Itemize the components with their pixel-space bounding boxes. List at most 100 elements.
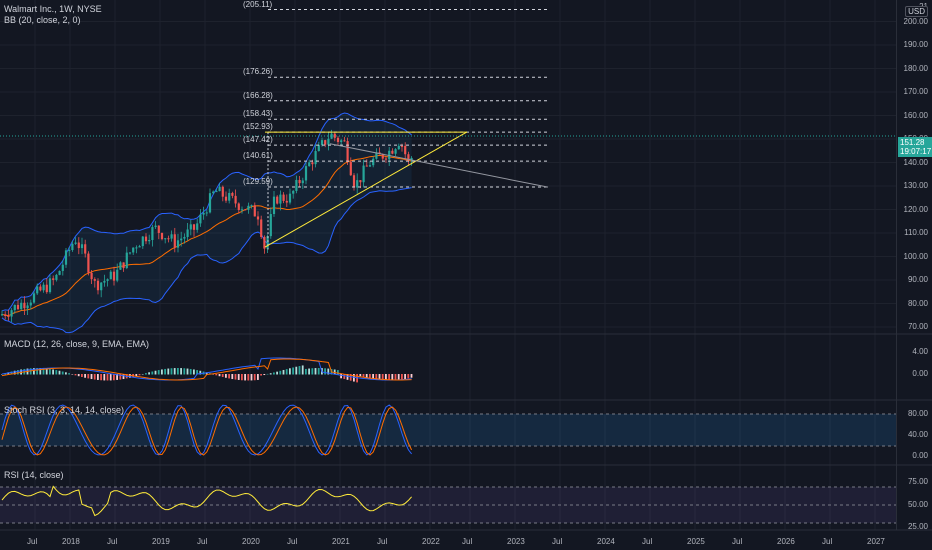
time-axis-label: 2022 <box>422 537 440 546</box>
macd-signal-line <box>1 358 412 381</box>
macd-histogram-bar <box>36 368 38 375</box>
macd-histogram-bar <box>385 374 387 381</box>
candle-body <box>0 314 4 316</box>
current-price-value: 151.28 <box>900 138 925 147</box>
candle-body <box>32 293 36 303</box>
candle-body <box>183 236 186 239</box>
rsi-line <box>1 485 412 517</box>
macd-histogram-bar <box>253 374 256 381</box>
candle-body <box>308 162 311 167</box>
candle-body <box>48 278 52 293</box>
candle-body <box>256 216 260 220</box>
candle-body <box>384 158 388 160</box>
candle-body <box>208 193 212 213</box>
macd-histogram-bar <box>285 369 288 375</box>
candle-body <box>333 133 336 138</box>
price-tick-label: 160.00 <box>903 110 928 120</box>
macd-histogram-bar <box>129 374 131 378</box>
time-axis-label: Jul <box>822 537 833 546</box>
candle-body <box>234 195 237 204</box>
bar-countdown: 19:07:17 <box>900 147 932 156</box>
macd-histogram-bar <box>49 368 51 375</box>
time-axis-label: Jul <box>642 537 653 546</box>
time-axis-label: Jul <box>27 537 38 546</box>
candle-body <box>340 140 343 143</box>
candle-body <box>109 271 112 280</box>
support-trendline <box>264 131 468 248</box>
candle-body <box>295 179 298 191</box>
candle-body <box>215 191 218 193</box>
candle-body <box>148 240 151 242</box>
candle-body <box>103 280 106 283</box>
macd-histogram-bar <box>90 374 93 380</box>
time-axis-label: Jul <box>552 537 563 546</box>
candle-body <box>55 274 58 280</box>
time-axis-label: Jul <box>732 537 743 546</box>
macd-histogram-bar <box>378 374 381 380</box>
fib-level-label: (152.93) <box>243 122 273 132</box>
price-tick-label: 100.00 <box>903 251 928 261</box>
macd-histogram-bar <box>100 374 102 381</box>
candle-body <box>372 158 375 166</box>
candle-body <box>250 205 253 207</box>
candle-body <box>39 286 42 291</box>
candle-body <box>324 140 327 145</box>
time-axis-label: 2020 <box>242 537 260 546</box>
macd-histogram-bar <box>71 374 74 375</box>
candle-body <box>144 236 148 242</box>
currency-badge[interactable]: USD <box>905 6 928 17</box>
macd-histogram-bar <box>161 369 163 375</box>
candle-body <box>196 223 199 230</box>
candle-body <box>298 179 301 184</box>
bb-fill <box>2 113 412 333</box>
macd-histogram-bar <box>186 368 189 375</box>
candle-body <box>288 193 292 203</box>
macd-indicator-label[interactable]: MACD (12, 26, close, 9, EMA, EMA) <box>4 339 150 349</box>
candle-body <box>141 236 144 247</box>
bb-indicator-label[interactable]: BB (20, close, 2, 0) <box>4 15 81 25</box>
candle-body <box>61 264 64 271</box>
candle-body <box>394 149 397 154</box>
macd-histogram-bar <box>327 368 330 375</box>
candle-body <box>74 242 77 244</box>
macd-histogram-bar <box>276 371 278 375</box>
candle-body <box>368 165 372 167</box>
macd-histogram-bar <box>356 374 358 383</box>
fib-level-label: (176.26) <box>243 67 273 77</box>
symbol-title[interactable]: Walmart Inc., 1W, NYSE <box>4 4 102 14</box>
macd-histogram-bar <box>266 373 269 375</box>
time-axis-label: Jul <box>287 537 298 546</box>
macd-histogram-bar <box>61 371 64 375</box>
price-tick-label: 120.00 <box>903 204 928 214</box>
candle-body <box>10 310 13 317</box>
candle-body <box>244 209 247 211</box>
candle-body <box>180 238 183 241</box>
stoch-d-line <box>1 406 413 456</box>
macd-histogram-bar <box>109 374 112 381</box>
macd-histogram-bar <box>250 374 253 381</box>
macd-histogram-bar <box>317 368 320 375</box>
macd-histogram-bar <box>10 371 13 375</box>
current-price-tag: 151.28 19:07:17 <box>898 137 932 157</box>
macd-histogram-bar <box>106 374 109 381</box>
macd-histogram-bar <box>81 374 83 378</box>
macd-histogram-bar <box>45 368 48 375</box>
stoch-rsi-indicator-label[interactable]: Stoch RSI (3, 3, 14, 14, close) <box>4 405 125 415</box>
candle-body <box>192 224 196 230</box>
price-tick-label: 200.00 <box>903 16 928 26</box>
candle-body <box>90 272 93 280</box>
projection-line <box>329 143 549 188</box>
rsi-indicator-label[interactable]: RSI (14, close) <box>4 470 64 480</box>
stoch-tick-label: 0.00 <box>912 451 928 460</box>
candle-body <box>231 192 234 196</box>
candle-body <box>132 247 135 253</box>
macd-histogram-bar <box>311 368 314 375</box>
macd-histogram-bar <box>87 374 90 379</box>
candle-body <box>212 191 215 194</box>
macd-histogram-bar <box>225 374 227 378</box>
macd-histogram-bar <box>13 370 16 375</box>
macd-histogram-bar <box>381 374 384 381</box>
macd-histogram-bar <box>301 365 304 375</box>
price-scale[interactable]: 21 USD <box>896 0 932 530</box>
